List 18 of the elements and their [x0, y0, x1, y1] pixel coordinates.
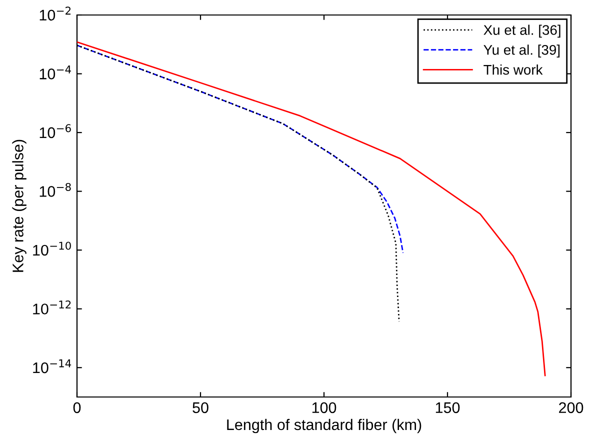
y-tick-label: 10$^{−8}$	[40, 182, 71, 197]
y-tick-label: 10$^{−2}$	[40, 6, 71, 21]
y-tick-label: 10$^{−12}$	[33, 300, 71, 314]
x-tick-label: 50	[192, 402, 208, 414]
line-series	[77, 44, 404, 254]
y-axis-title: Key rate (per pulse)	[12, 140, 26, 272]
x-tick-label: 150	[436, 402, 460, 414]
x-axis-title: Length of standard fiber (km)	[227, 418, 422, 434]
legend-label: Yu et al. [39]	[484, 44, 560, 58]
y-tick-label: 10$^{−14}$	[33, 359, 72, 374]
x-tick-label: 0	[73, 402, 81, 414]
y-tick-label: 10$^{−6}$	[40, 124, 71, 138]
y-tick-label: 10$^{−4}$	[40, 66, 71, 80]
x-tick-label: 200	[559, 402, 584, 414]
legend-label: Xu et al. [36]	[484, 24, 560, 38]
y-tick-label: 10$^{−10}$	[33, 242, 71, 256]
legend-label: This work	[484, 64, 543, 75]
x-tick-label: 100	[312, 402, 336, 414]
